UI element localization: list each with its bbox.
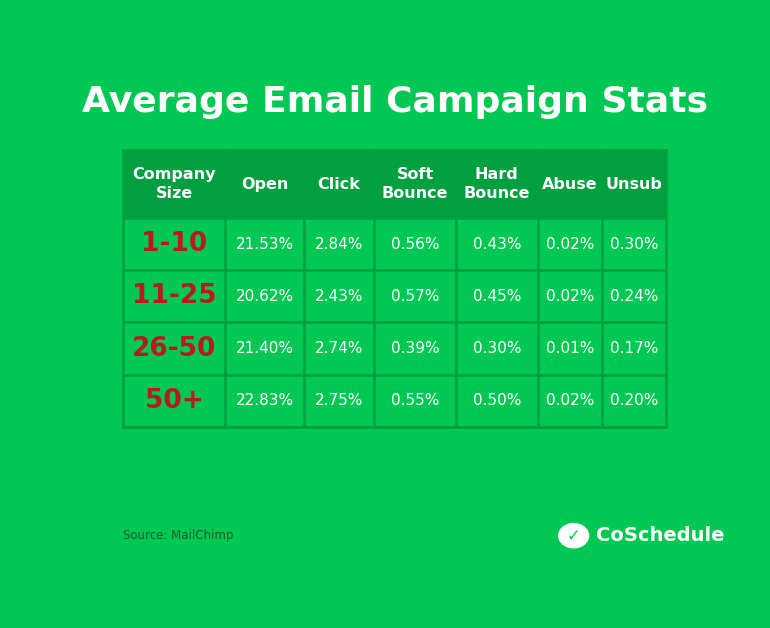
Text: 0.56%: 0.56% xyxy=(391,237,440,252)
Text: 26-50: 26-50 xyxy=(132,335,216,362)
Text: ✓: ✓ xyxy=(567,527,581,544)
Text: 0.17%: 0.17% xyxy=(610,341,658,356)
Text: 2.43%: 2.43% xyxy=(315,289,363,304)
Text: 0.24%: 0.24% xyxy=(610,289,658,304)
FancyBboxPatch shape xyxy=(123,270,666,322)
Text: Source: MailChimp: Source: MailChimp xyxy=(123,529,233,542)
Text: 0.50%: 0.50% xyxy=(473,393,521,408)
FancyBboxPatch shape xyxy=(123,375,666,427)
Text: 0.01%: 0.01% xyxy=(546,341,594,356)
Text: 2.84%: 2.84% xyxy=(315,237,363,252)
Text: 0.39%: 0.39% xyxy=(390,341,440,356)
Text: Average Email Campaign Stats: Average Email Campaign Stats xyxy=(82,85,708,119)
Text: 50+: 50+ xyxy=(145,388,203,414)
Text: 0.20%: 0.20% xyxy=(610,393,658,408)
Text: 20.62%: 20.62% xyxy=(236,289,294,304)
Text: Unsub: Unsub xyxy=(605,176,662,192)
Text: 0.43%: 0.43% xyxy=(473,237,521,252)
FancyBboxPatch shape xyxy=(123,150,666,218)
Text: 2.74%: 2.74% xyxy=(315,341,363,356)
FancyBboxPatch shape xyxy=(123,218,666,270)
Text: 0.57%: 0.57% xyxy=(391,289,439,304)
Text: 0.02%: 0.02% xyxy=(546,237,594,252)
Text: 21.40%: 21.40% xyxy=(236,341,293,356)
Text: 0.02%: 0.02% xyxy=(546,289,594,304)
Text: 0.30%: 0.30% xyxy=(610,237,658,252)
Text: Soft
Bounce: Soft Bounce xyxy=(382,167,448,201)
Text: 0.55%: 0.55% xyxy=(391,393,439,408)
Text: CoSchedule: CoSchedule xyxy=(596,526,725,545)
Text: 1-10: 1-10 xyxy=(141,231,207,257)
Text: Company
Size: Company Size xyxy=(132,167,216,201)
Text: Abuse: Abuse xyxy=(542,176,598,192)
Text: Hard
Bounce: Hard Bounce xyxy=(464,167,530,201)
Text: 21.53%: 21.53% xyxy=(236,237,294,252)
Text: Click: Click xyxy=(318,176,360,192)
FancyBboxPatch shape xyxy=(123,322,666,375)
Text: 0.30%: 0.30% xyxy=(473,341,521,356)
Circle shape xyxy=(559,524,588,548)
Text: 0.45%: 0.45% xyxy=(473,289,521,304)
Text: 11-25: 11-25 xyxy=(132,283,216,310)
Text: 22.83%: 22.83% xyxy=(236,393,294,408)
Text: Open: Open xyxy=(241,176,289,192)
Text: 2.75%: 2.75% xyxy=(315,393,363,408)
Text: 0.02%: 0.02% xyxy=(546,393,594,408)
